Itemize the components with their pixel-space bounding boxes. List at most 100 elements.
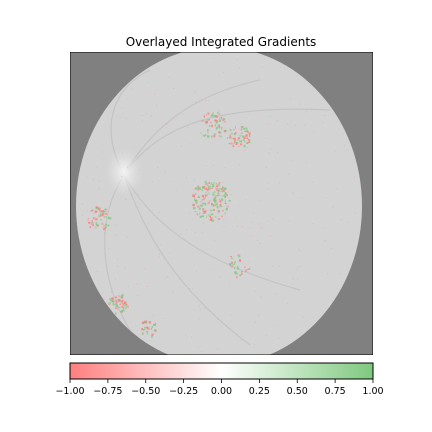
attribution-pixel	[237, 139, 239, 141]
attribution-pixel	[212, 203, 215, 206]
attribution-pixel	[125, 303, 128, 306]
attribution-pixel	[249, 267, 251, 270]
attribution-pixel	[151, 334, 153, 337]
attribution-pixel	[330, 247, 332, 249]
attribution-pixel	[243, 136, 246, 139]
attribution-pixel	[218, 182, 221, 184]
attribution-pixel	[95, 222, 98, 225]
attribution-pixel	[225, 208, 228, 211]
attribution-pixel	[191, 336, 192, 338]
attribution-pixel	[304, 124, 306, 126]
attribution-pixel	[230, 265, 233, 268]
attribution-pixel	[224, 121, 226, 123]
attribution-pixel	[241, 128, 243, 130]
attribution-pixel	[197, 188, 199, 191]
attribution-pixel	[112, 303, 115, 305]
attribution-pixel	[208, 201, 210, 203]
attribution-pixel	[211, 135, 213, 138]
attribution-pixel	[237, 267, 240, 270]
attribution-pixel	[246, 136, 248, 139]
attribution-pixel	[236, 272, 239, 275]
attribution-pixel	[102, 151, 104, 153]
attribution-pixel	[215, 182, 217, 185]
attribution-pixel	[108, 302, 111, 306]
attribution-pixel	[230, 256, 232, 258]
colorbar-tick-label: 0.25	[249, 386, 270, 397]
colorbar-tick-label: 0.00	[211, 386, 232, 397]
attribution-pixel	[237, 254, 240, 256]
attribution-pixel	[82, 214, 83, 216]
attribution-pixel	[241, 125, 244, 128]
attribution-pixel	[220, 198, 222, 200]
attribution-pixel	[200, 201, 202, 203]
attribution-pixel	[211, 113, 214, 117]
attribution-pixel	[198, 346, 200, 348]
attribution-pixel	[206, 113, 207, 117]
attribution-pixel	[89, 221, 91, 224]
attribution-pixel	[105, 225, 107, 227]
attribution-pixel	[200, 132, 202, 134]
attribution-pixel	[120, 295, 124, 298]
attribution-pixel	[230, 142, 233, 145]
attribution-pixel	[121, 297, 123, 299]
attribution-pixel	[213, 209, 215, 211]
attribution-pixel	[117, 258, 119, 260]
attribution-pixel	[218, 125, 221, 129]
attribution-pixel	[203, 198, 205, 200]
attribution-pixel	[204, 183, 207, 185]
attribution-pixel	[198, 305, 200, 307]
attribution-pixel	[261, 227, 263, 229]
attribution-pixel	[268, 182, 270, 184]
attribution-pixel	[229, 129, 232, 131]
attribution-pixel	[257, 239, 258, 241]
attribution-pixel	[119, 117, 121, 118]
attribution-pixel	[124, 301, 127, 305]
attribution-pixel	[209, 200, 211, 202]
attribution-pixel	[160, 244, 162, 246]
attribution-pixel	[125, 304, 127, 307]
attribution-pixel	[121, 305, 124, 307]
attribution-pixel	[238, 254, 241, 257]
attribution-pixel	[240, 143, 243, 146]
attribution-pixel	[98, 214, 100, 218]
attribution-pixel	[207, 119, 210, 121]
attribution-pixel	[259, 243, 261, 244]
attribution-pixel	[212, 112, 214, 115]
attribution-pixel	[197, 196, 200, 198]
attribution-pixel	[242, 139, 245, 141]
attribution-pixel	[207, 185, 209, 188]
retina-disc	[76, 52, 362, 355]
attribution-pixel	[102, 210, 106, 213]
attribution-pixel	[180, 233, 182, 235]
attribution-pixel	[212, 193, 215, 196]
attribution-pixel	[116, 224, 118, 226]
attribution-pixel	[214, 200, 217, 203]
attribution-pixel	[90, 210, 93, 212]
attribution-pixel	[214, 198, 216, 200]
attribution-pixel	[233, 133, 236, 136]
attribution-pixel	[124, 307, 127, 310]
attribution-pixel	[153, 324, 156, 326]
attribution-pixel	[239, 139, 242, 143]
attribution-pixel	[126, 236, 128, 238]
attribution-pixel	[212, 183, 215, 185]
attribution-pixel	[207, 129, 210, 132]
attribution-pixel	[225, 193, 227, 196]
attribution-pixel	[231, 261, 233, 265]
attribution-pixel	[139, 169, 141, 171]
attribution-pixel	[296, 269, 298, 271]
attribution-pixel	[202, 210, 205, 213]
attribution-pixel	[146, 113, 147, 115]
attribution-pixel	[254, 290, 256, 292]
attribution-pixel	[149, 321, 151, 324]
attribution-pixel	[102, 212, 105, 216]
attribution-pixel	[211, 124, 213, 128]
attribution-pixel	[147, 148, 149, 150]
attribution-pixel	[226, 205, 229, 208]
attribution-pixel	[125, 199, 127, 201]
attribution-pixel	[104, 208, 106, 211]
attribution-pixel	[246, 142, 249, 144]
attribution-pixel	[118, 306, 121, 309]
attribution-pixel	[194, 231, 196, 233]
